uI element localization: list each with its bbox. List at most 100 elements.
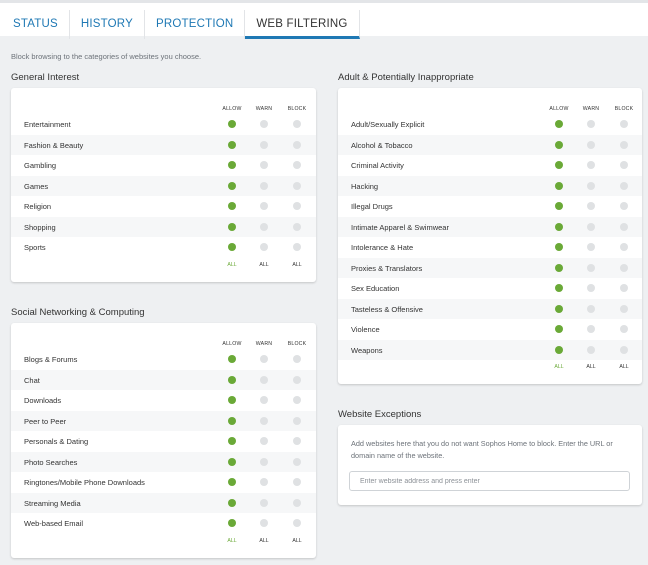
warn-radio[interactable] xyxy=(260,437,268,445)
block-radio[interactable] xyxy=(620,284,628,292)
allow-radio[interactable] xyxy=(555,304,563,313)
allow-radio[interactable] xyxy=(228,120,236,128)
warn-radio[interactable] xyxy=(260,375,268,384)
block-radio[interactable] xyxy=(620,181,628,190)
block-radio[interactable] xyxy=(620,243,628,251)
block-radio[interactable] xyxy=(293,457,301,466)
allow-radio[interactable] xyxy=(228,396,236,404)
block-radio[interactable] xyxy=(293,161,301,169)
tab-web-filtering[interactable]: WEB FILTERING xyxy=(245,10,360,39)
warn-radio[interactable] xyxy=(587,284,595,292)
all-allow-button[interactable]: ALL xyxy=(227,537,237,544)
allow-radio[interactable] xyxy=(228,222,236,231)
category-row: Games xyxy=(11,175,316,196)
allow-radio[interactable] xyxy=(228,202,236,210)
allow-radio[interactable] xyxy=(228,457,236,466)
block-radio[interactable] xyxy=(620,263,628,272)
block-radio[interactable] xyxy=(293,416,301,425)
warn-radio[interactable] xyxy=(587,304,595,313)
block-radio[interactable] xyxy=(293,243,301,251)
block-radio[interactable] xyxy=(293,202,301,210)
allow-radio[interactable] xyxy=(555,284,563,292)
allow-radio[interactable] xyxy=(555,243,563,251)
block-radio[interactable] xyxy=(620,222,628,231)
block-radio[interactable] xyxy=(620,345,628,354)
allow-radio[interactable] xyxy=(555,161,563,169)
allow-radio[interactable] xyxy=(228,416,236,425)
warn-radio[interactable] xyxy=(587,222,595,231)
warn-radio[interactable] xyxy=(587,181,595,190)
block-radio[interactable] xyxy=(293,222,301,231)
warn-radio[interactable] xyxy=(260,355,268,363)
block-radio[interactable] xyxy=(293,437,301,445)
warn-radio[interactable] xyxy=(260,161,268,169)
block-radio[interactable] xyxy=(293,140,301,149)
block-radio[interactable] xyxy=(620,140,628,149)
allow-radio[interactable] xyxy=(228,519,236,527)
block-radio[interactable] xyxy=(293,519,301,527)
block-radio[interactable] xyxy=(620,120,628,128)
allow-radio[interactable] xyxy=(555,222,563,231)
allow-radio[interactable] xyxy=(228,355,236,363)
block-radio[interactable] xyxy=(293,396,301,404)
block-radio[interactable] xyxy=(620,161,628,169)
allow-radio[interactable] xyxy=(555,181,563,190)
warn-radio[interactable] xyxy=(260,519,268,527)
all-warn-button[interactable]: ALL xyxy=(259,537,269,544)
block-radio[interactable] xyxy=(293,375,301,384)
warn-radio[interactable] xyxy=(587,120,595,128)
warn-radio[interactable] xyxy=(587,243,595,251)
allow-radio[interactable] xyxy=(555,120,563,128)
allow-radio[interactable] xyxy=(228,498,236,507)
warn-radio[interactable] xyxy=(260,222,268,231)
allow-radio[interactable] xyxy=(555,325,563,333)
allow-radio[interactable] xyxy=(228,181,236,190)
all-block-button[interactable]: ALL xyxy=(292,261,302,268)
warn-radio[interactable] xyxy=(260,181,268,190)
warn-radio[interactable] xyxy=(587,325,595,333)
warn-radio[interactable] xyxy=(260,498,268,507)
all-warn-button[interactable]: ALL xyxy=(259,261,269,268)
website-exception-input[interactable] xyxy=(349,471,630,491)
all-block-button[interactable]: ALL xyxy=(292,537,302,544)
warn-radio[interactable] xyxy=(587,161,595,169)
warn-radio[interactable] xyxy=(260,396,268,404)
warn-radio[interactable] xyxy=(260,202,268,210)
block-radio[interactable] xyxy=(620,325,628,333)
warn-radio[interactable] xyxy=(587,140,595,149)
allow-radio[interactable] xyxy=(228,478,236,486)
block-radio[interactable] xyxy=(293,355,301,363)
all-block-button[interactable]: ALL xyxy=(619,364,629,370)
allow-radio[interactable] xyxy=(555,345,563,354)
tab-status[interactable]: STATUS xyxy=(0,10,70,39)
block-radio[interactable] xyxy=(620,202,628,210)
block-radio[interactable] xyxy=(293,181,301,190)
all-allow-button[interactable]: ALL xyxy=(227,261,237,268)
warn-radio[interactable] xyxy=(587,202,595,210)
allow-radio[interactable] xyxy=(228,140,236,149)
tab-history[interactable]: HISTORY xyxy=(70,10,145,39)
all-warn-button[interactable]: ALL xyxy=(586,364,596,370)
warn-radio[interactable] xyxy=(587,345,595,354)
all-allow-button[interactable]: ALL xyxy=(554,364,564,370)
allow-radio[interactable] xyxy=(228,243,236,251)
block-radio[interactable] xyxy=(620,304,628,313)
allow-radio[interactable] xyxy=(555,202,563,210)
warn-radio[interactable] xyxy=(260,243,268,251)
warn-radio[interactable] xyxy=(260,478,268,486)
warn-radio[interactable] xyxy=(587,263,595,272)
warn-radio[interactable] xyxy=(260,120,268,128)
warn-radio[interactable] xyxy=(260,416,268,425)
block-radio[interactable] xyxy=(293,120,301,128)
block-radio[interactable] xyxy=(293,498,301,507)
allow-radio[interactable] xyxy=(555,140,563,149)
warn-radio[interactable] xyxy=(260,457,268,466)
allow-radio[interactable] xyxy=(228,437,236,445)
allow-radio[interactable] xyxy=(555,263,563,272)
allow-radio[interactable] xyxy=(228,375,236,384)
category-label: Adult/Sexually Explicit xyxy=(351,120,425,129)
warn-radio[interactable] xyxy=(260,140,268,149)
allow-radio[interactable] xyxy=(228,161,236,169)
block-radio[interactable] xyxy=(293,478,301,486)
tab-protection[interactable]: PROTECTION xyxy=(145,10,246,39)
